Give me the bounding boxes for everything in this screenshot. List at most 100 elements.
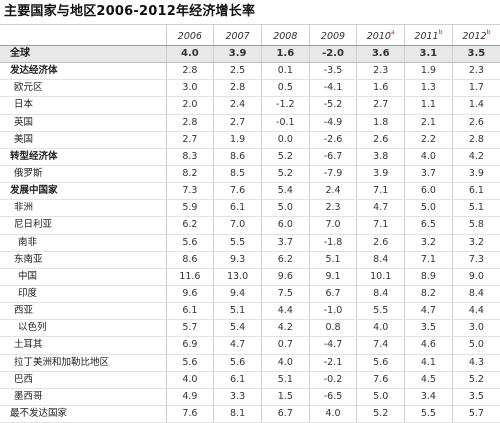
region-name-cell: 印度 (0, 285, 167, 304)
growth-value-cell: 5.1 (213, 302, 262, 321)
header-row: 2006 2007 2008 2009 2010a 2011b 2012b (0, 24, 500, 46)
growth-value-cell: -3.5 (309, 62, 358, 81)
growth-value-cell: 4.4 (261, 302, 310, 321)
region-name-cell: 发达经济体 (0, 62, 167, 81)
region-name-cell: 拉丁美洲和加勒比地区 (0, 354, 167, 372)
growth-value-cell: 2.3 (309, 199, 358, 218)
table-row: 俄罗斯 8.2 8.5 5.2 -7.9 3.9 3.7 3.9 (0, 165, 500, 184)
growth-value-cell: 5.2 (356, 405, 406, 423)
growth-value-cell: 5.1 (261, 371, 310, 389)
growth-value-cell: 9.1 (309, 268, 358, 286)
growth-value-cell: 5.0 (404, 199, 453, 218)
year-header: 2012b (452, 24, 500, 46)
table-row: 英国 2.8 2.7 -0.1 -4.9 1.8 2.1 2.6 (0, 114, 500, 132)
growth-value-cell: 4.7 (404, 302, 453, 321)
region-name-cell: 南非 (0, 234, 167, 252)
growth-value-cell: 8.6 (166, 251, 215, 269)
region-name-cell: 英国 (0, 114, 167, 132)
growth-value-cell: 4.4 (452, 302, 500, 321)
growth-table-container: 2006 2007 2008 2009 2010a 2011b 2012b 全球… (0, 24, 500, 423)
region-name-cell: 最不发达国家 (0, 405, 167, 423)
growth-value-cell: -7.9 (309, 165, 358, 184)
growth-value-cell: 2.6 (452, 114, 500, 132)
growth-value-cell: 5.4 (261, 182, 310, 201)
growth-value-cell: 1.1 (404, 96, 453, 115)
growth-value-cell: 6.2 (261, 251, 310, 269)
growth-value-cell: 4.0 (404, 148, 453, 166)
growth-value-cell: 10.1 (356, 268, 406, 286)
region-name-cell: 非洲 (0, 199, 167, 218)
region-name-cell: 墨西哥 (0, 388, 167, 406)
growth-value-cell: 5.5 (404, 405, 453, 423)
growth-value-cell: 3.5 (404, 319, 453, 338)
growth-value-cell: -2.6 (309, 131, 358, 149)
table-row: 拉丁美洲和加勒比地区 5.6 5.6 4.0 -2.1 5.6 4.1 4.3 (0, 354, 500, 372)
growth-value-cell: 5.6 (213, 354, 262, 372)
table-row: 印度 9.6 9.4 7.5 6.7 8.4 8.2 8.4 (0, 285, 500, 304)
growth-value-cell: -2.0 (309, 45, 358, 64)
growth-value-cell: 5.0 (356, 388, 406, 406)
growth-value-cell: 5.0 (261, 199, 310, 218)
region-name-cell: 美国 (0, 131, 167, 149)
growth-value-cell: -0.1 (261, 114, 310, 132)
year-header: 2011b (404, 24, 453, 46)
table-row: 中国 11.6 13.0 9.6 9.1 10.1 8.9 9.0 (0, 268, 500, 286)
growth-value-cell: 7.6 (166, 405, 215, 423)
growth-value-cell: 4.2 (452, 148, 500, 166)
growth-value-cell: 5.4 (213, 319, 262, 338)
growth-value-cell: 5.8 (452, 216, 500, 235)
growth-value-cell: 4.3 (452, 354, 500, 372)
year-header: 2010a (356, 24, 406, 46)
growth-value-cell: 8.5 (213, 165, 262, 184)
growth-value-cell: 5.7 (452, 405, 500, 423)
growth-value-cell: 9.3 (213, 251, 262, 269)
growth-value-cell: 8.3 (166, 148, 215, 166)
growth-value-cell: 8.2 (166, 165, 215, 184)
growth-value-cell: 2.4 (309, 182, 358, 201)
growth-value-cell: -6.5 (309, 388, 358, 406)
growth-value-cell: 4.0 (309, 405, 358, 423)
growth-value-cell: 5.6 (356, 354, 406, 372)
growth-value-cell: 2.6 (356, 131, 406, 149)
growth-value-cell: 2.3 (356, 62, 406, 81)
growth-value-cell: 0.7 (261, 336, 310, 355)
growth-value-cell: 7.0 (309, 216, 358, 235)
growth-value-cell: 7.6 (356, 371, 406, 389)
year-header: 2006 (166, 24, 215, 46)
growth-value-cell: 3.5 (452, 388, 500, 406)
growth-value-cell: 4.2 (261, 319, 310, 338)
table-row: 发展中国家 7.3 7.6 5.4 2.4 7.1 6.0 6.1 (0, 182, 500, 201)
table-row: 东南亚 8.6 9.3 6.2 5.1 8.4 7.1 7.3 (0, 251, 500, 269)
growth-value-cell: 6.1 (452, 182, 500, 201)
growth-value-cell: 6.1 (213, 371, 262, 389)
growth-value-cell: 4.0 (356, 319, 406, 338)
growth-value-cell: 6.0 (404, 182, 453, 201)
region-name-cell: 东南亚 (0, 251, 167, 269)
growth-value-cell: 2.7 (213, 114, 262, 132)
table-row: 日本 2.0 2.4 -1.2 -5.2 2.7 1.1 1.4 (0, 96, 500, 115)
growth-value-cell: 3.8 (356, 148, 406, 166)
growth-value-cell: -2.1 (309, 354, 358, 372)
table-row: 转型经济体 8.3 8.6 5.2 -6.7 3.8 4.0 4.2 (0, 148, 500, 166)
growth-value-cell: 4.1 (404, 354, 453, 372)
growth-value-cell: 8.4 (356, 285, 406, 304)
growth-value-cell: -1.2 (261, 96, 310, 115)
growth-value-cell: 4.6 (404, 336, 453, 355)
growth-value-cell: 0.0 (261, 131, 310, 149)
growth-value-cell: 5.1 (309, 251, 358, 269)
growth-value-cell: 5.9 (166, 199, 215, 218)
table-row: 最不发达国家 7.6 8.1 6.7 4.0 5.2 5.5 5.7 (0, 405, 500, 423)
growth-value-cell: 2.7 (356, 96, 406, 115)
region-name-cell: 欧元区 (0, 79, 167, 98)
growth-value-cell: 3.0 (166, 79, 215, 98)
growth-value-cell: 2.8 (452, 131, 500, 149)
growth-value-cell: 6.1 (166, 302, 215, 321)
growth-value-cell: 4.7 (356, 199, 406, 218)
growth-value-cell: -1.8 (309, 234, 358, 252)
table-row: 西亚 6.1 5.1 4.4 -1.0 5.5 4.7 4.4 (0, 302, 500, 321)
growth-value-cell: 9.0 (452, 268, 500, 286)
growth-value-cell: 8.9 (404, 268, 453, 286)
growth-value-cell: 0.8 (309, 319, 358, 338)
growth-value-cell: 2.0 (166, 96, 215, 115)
growth-value-cell: 3.2 (404, 234, 453, 252)
